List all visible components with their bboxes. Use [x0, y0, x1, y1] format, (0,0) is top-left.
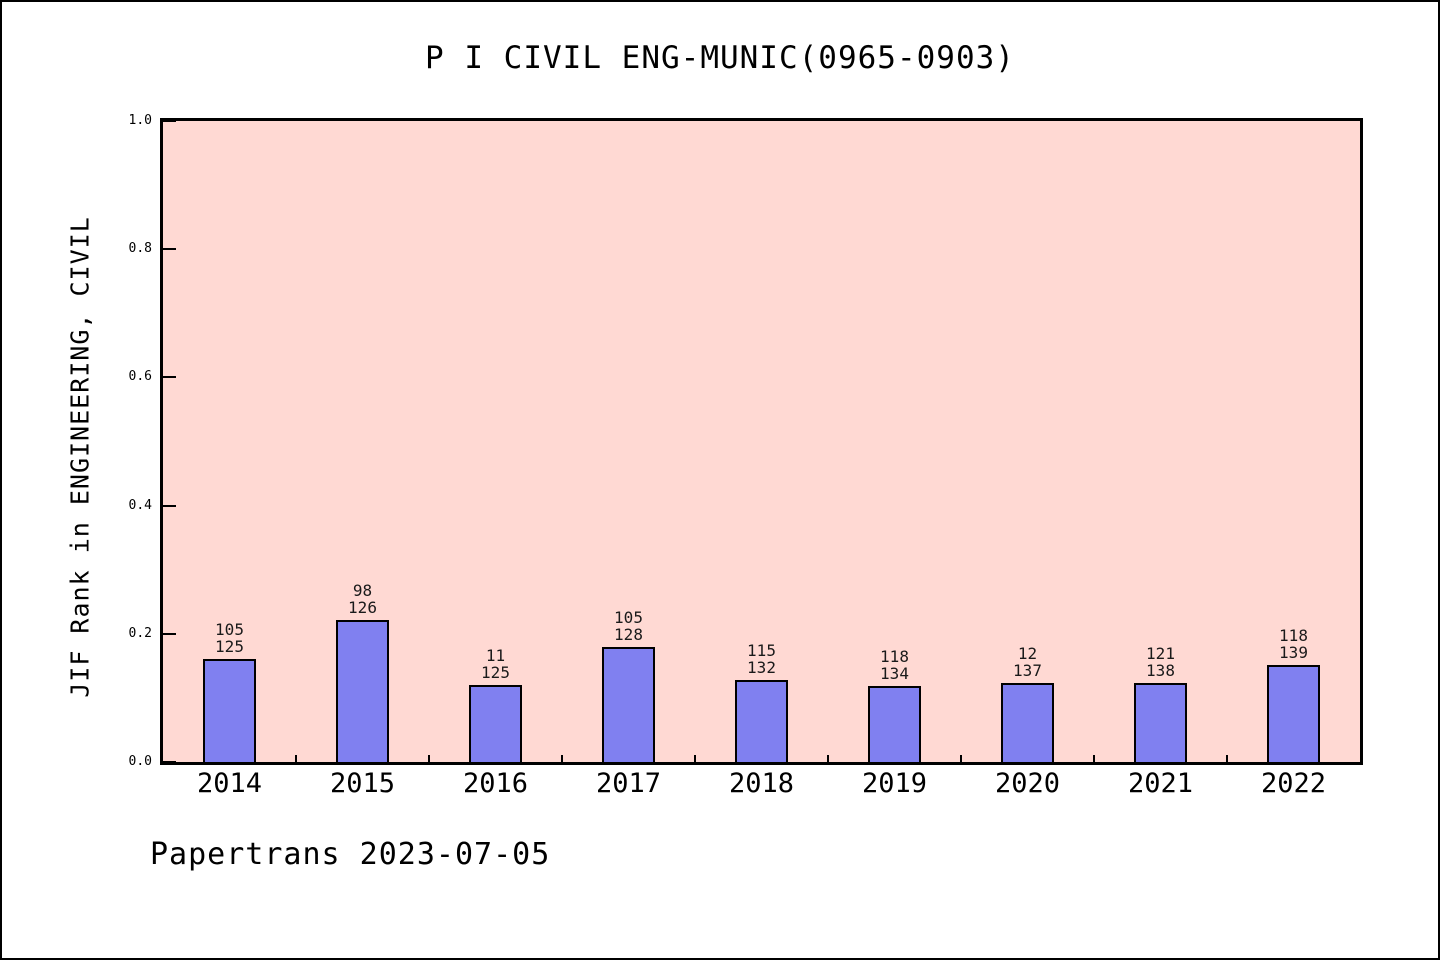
bar-2020 — [1001, 683, 1054, 762]
y-tick-label: 0.8 — [128, 241, 152, 257]
y-tick-mark — [163, 504, 176, 507]
y-tick-mark — [163, 376, 176, 379]
x-tick-label-2019: 2019 — [861, 768, 928, 799]
bar-value-label: 11 125 — [429, 647, 562, 681]
y-tick-label: 0.4 — [128, 497, 152, 513]
bar-value-line: 105 — [614, 608, 643, 628]
bar-value-line: 138 — [1146, 661, 1175, 681]
x-tick-mark — [1226, 755, 1228, 762]
bar-2016 — [469, 685, 522, 762]
x-tick-mark — [1093, 755, 1095, 762]
bar-value-line: 137 — [1013, 661, 1042, 681]
y-tick-label: 0.0 — [128, 754, 152, 769]
bar-value-line: 126 — [348, 598, 377, 618]
bar-2014 — [203, 659, 256, 762]
x-tick-label-2015: 2015 — [329, 768, 396, 799]
bar-value-line: 128 — [614, 625, 643, 645]
bar-value-label: 105 125 — [163, 621, 296, 655]
y-tick-mark — [163, 761, 176, 763]
x-tick-mark — [428, 755, 430, 762]
x-tick-label-2020: 2020 — [994, 768, 1061, 799]
x-tick-mark — [295, 755, 297, 762]
bar-2018 — [735, 679, 788, 762]
bar-value-line: 125 — [481, 663, 510, 683]
x-tick-mark — [827, 755, 829, 762]
bar-value-line: 118 — [880, 647, 909, 667]
bar-value-line: 12 — [1017, 644, 1038, 664]
x-tick-label-2022: 2022 — [1260, 768, 1327, 799]
bar-2017 — [602, 647, 655, 762]
bar-2019 — [868, 686, 921, 762]
y-axis-title: JIF Rank in ENGINEERING, CIVIL — [65, 216, 95, 698]
x-tick-label-2014: 2014 — [196, 768, 263, 799]
y-tick-label: 0.2 — [128, 625, 152, 641]
y-tick-label: 1.0 — [128, 113, 152, 128]
bar-value-line: 105 — [215, 620, 244, 640]
plot-inner: 105 125 98 126 11 125 105 128 115 132 118 134 12 137 1… — [163, 120, 1360, 763]
y-tick-mark — [163, 120, 176, 122]
bar-value-label: 105 128 — [562, 609, 695, 643]
bar-value-line: 115 — [747, 640, 776, 660]
bar-value-line: 139 — [1279, 643, 1308, 663]
chart-title: P I CIVIL ENG-MUNIC(0965-0903) — [425, 40, 1015, 76]
bar-value-line: 134 — [880, 664, 909, 684]
bar-value-label: 12 137 — [961, 645, 1094, 679]
bar-value-label: 115 132 — [695, 642, 828, 676]
x-tick-label-2016: 2016 — [462, 768, 529, 799]
bar-2021 — [1134, 683, 1187, 762]
x-tick-label-2017: 2017 — [595, 768, 662, 799]
bar-2022 — [1267, 665, 1320, 762]
x-tick-mark — [694, 755, 696, 762]
x-tick-mark — [960, 755, 962, 762]
x-tick-mark — [561, 755, 563, 762]
footer-watermark: Papertrans 2023-07-05 — [150, 837, 551, 872]
bar-value-line: 11 — [485, 646, 506, 666]
bar-value-line: 121 — [1146, 644, 1175, 664]
bar-value-line: 118 — [1279, 626, 1308, 646]
bar-2015 — [336, 620, 389, 762]
bar-value-line: 125 — [215, 637, 244, 657]
bar-value-label: 118 134 — [828, 648, 961, 682]
x-tick-label-2018: 2018 — [728, 768, 795, 799]
y-tick-label: 0.6 — [128, 369, 152, 385]
bar-value-label: 118 139 — [1227, 627, 1360, 661]
bar-value-line: 132 — [747, 657, 776, 677]
bar-value-line: 98 — [352, 581, 373, 601]
y-tick-mark — [163, 248, 176, 251]
plot-area: 105 125 98 126 11 125 105 128 115 132 118 134 12 137 1… — [160, 118, 1363, 765]
bar-value-label: 121 138 — [1094, 645, 1227, 679]
x-tick-label-2021: 2021 — [1127, 768, 1194, 799]
y-tick-mark — [163, 632, 176, 635]
bar-value-label: 98 126 — [296, 582, 429, 616]
